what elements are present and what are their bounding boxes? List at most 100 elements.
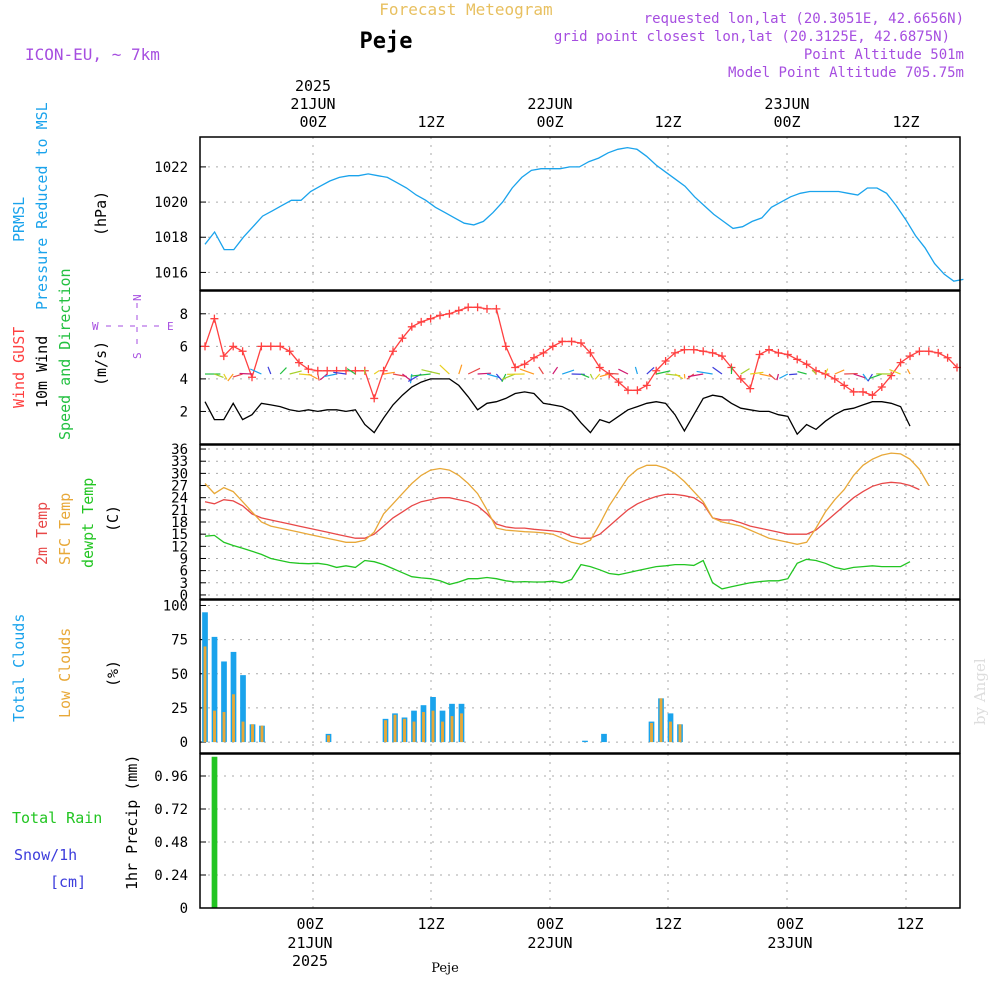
compass-w: W xyxy=(92,320,99,333)
info-line-1: requested lon,lat (20.3051E, 42.6656N) xyxy=(644,11,964,27)
temperature-ytick-label-5: 15 xyxy=(171,527,188,543)
bottom-tick-label-6: 12Z xyxy=(896,915,923,933)
top-tick-label-3: 00Z xyxy=(536,113,563,131)
top-tick-label-6: 12Z xyxy=(892,113,919,131)
wind-arrow-67 xyxy=(834,369,845,375)
wind-gust-marker-76 xyxy=(915,347,924,356)
wind-arrow-18 xyxy=(373,370,380,375)
clouds-ytick-label-0: 0 xyxy=(180,735,188,751)
wind-ytick-label-1: 4 xyxy=(180,372,188,388)
low-clouds-label: Low Clouds xyxy=(56,628,74,718)
wind-gust-marker-61 xyxy=(774,348,783,357)
wind-gust-marker-1 xyxy=(210,314,219,323)
wind-arrow-64 xyxy=(797,371,807,375)
temperature-series-0 xyxy=(204,481,920,539)
clouds-ytick-label-4: 100 xyxy=(163,598,188,614)
wind-ytick-label-2: 6 xyxy=(180,339,188,355)
top-tick-label-1: 00Z xyxy=(299,113,326,131)
wind-arrow-27 xyxy=(458,364,463,375)
clouds-bar-1-50 xyxy=(678,724,682,743)
wind-arrow-50 xyxy=(674,373,684,380)
wind-gust-marker-37 xyxy=(548,342,557,351)
wind-arrow-58 xyxy=(750,371,764,375)
wind-gust-marker-38 xyxy=(558,337,567,346)
clouds-bar-1-3 xyxy=(232,694,235,743)
pressure-series-0 xyxy=(204,146,964,282)
wind-arrow-44 xyxy=(606,372,619,375)
wind-arrow-69 xyxy=(853,373,866,379)
wind-gust-marker-58 xyxy=(746,384,755,393)
wind-gust-marker-34 xyxy=(520,360,529,369)
wind-gust-marker-70 xyxy=(859,387,867,396)
wind-gust-marker-36 xyxy=(539,348,548,357)
clouds-bar-1-49 xyxy=(669,721,672,743)
wind-gust-marker-54 xyxy=(708,348,717,357)
wind-arrow-13 xyxy=(319,373,328,381)
top-date-label-2: 22JUN xyxy=(527,95,572,113)
temperature-ytick-label-11: 33 xyxy=(171,454,188,470)
wind-arrow-41 xyxy=(589,373,593,379)
wind-gust-marker-78 xyxy=(934,348,943,357)
precipitation-ytick-label-2: 0.48 xyxy=(154,835,188,851)
clouds-ytick-label-2: 50 xyxy=(171,667,188,683)
wind-arrow-35 xyxy=(519,368,535,375)
wind-arrow-15 xyxy=(333,371,347,375)
wind-gust-marker-42 xyxy=(595,363,604,372)
wind-arrow-30 xyxy=(486,373,501,379)
wind-arrow-25 xyxy=(421,369,441,375)
compass-e: E xyxy=(167,320,174,333)
clouds-bar-1-0 xyxy=(203,646,207,743)
temperature-ytick-label-12: 36 xyxy=(171,442,188,458)
wind-gust-marker-74 xyxy=(896,358,905,367)
clouds-bar-1-13 xyxy=(327,735,330,743)
wind-arrow-45 xyxy=(618,368,629,375)
wind-gust-marker-27 xyxy=(454,306,463,315)
wind-arrow-29 xyxy=(477,372,492,375)
wind-arrow-32 xyxy=(501,373,507,383)
wind-arrow-65 xyxy=(811,369,817,375)
info-line-2: grid point closest lon,lat (20.3125E, 42… xyxy=(554,29,950,45)
clouds-panel-frame xyxy=(199,599,961,754)
location-title: Peje xyxy=(360,29,413,54)
wind-arrow-3 xyxy=(227,373,234,382)
wind-gust-marker-75 xyxy=(906,352,914,361)
snow-label: Snow/1h xyxy=(14,846,77,864)
bottom-year-label: 2025 xyxy=(292,952,328,970)
wind-arrow-42 xyxy=(594,373,601,380)
precipitation-ytick-label-3: 0.72 xyxy=(154,802,188,818)
wind-gust-marker-66 xyxy=(821,370,830,379)
wind-gust-marker-59 xyxy=(755,350,764,359)
temperature-ytick-label-10: 30 xyxy=(171,466,188,482)
clouds-bar-1-27 xyxy=(460,713,463,743)
wind-panel-frame xyxy=(199,290,961,445)
pressure-ytick-label-1: 1018 xyxy=(154,230,188,246)
clouds-bar-1-20 xyxy=(393,714,397,743)
clouds-bar-1-23 xyxy=(422,712,425,743)
chart-title: Forecast Meteogram xyxy=(379,0,552,19)
wind-gust-marker-57 xyxy=(736,374,745,383)
clouds-bar-1-19 xyxy=(384,720,387,743)
wind-ytick-label-3: 8 xyxy=(180,307,188,323)
wind-gust-marker-72 xyxy=(877,383,886,392)
pressure-label-prmsl: PRMSL xyxy=(10,197,28,242)
wind-gust-marker-3 xyxy=(229,342,238,351)
temp2m-label: 2m Temp xyxy=(33,502,51,565)
wind-gust-marker-41 xyxy=(586,348,595,357)
compass-n: N xyxy=(131,294,144,301)
snow-unit-label: [cm] xyxy=(50,873,86,891)
wind-gust-marker-69 xyxy=(849,387,858,396)
clouds-bar-1-25 xyxy=(441,721,444,743)
top-tick-label-4: 12Z xyxy=(654,113,681,131)
wind-gust-marker-73 xyxy=(887,371,896,380)
top-date-label-1: 21JUN xyxy=(290,95,335,113)
clouds-ytick-label-1: 25 xyxy=(171,701,188,717)
clouds-unit-label: (%) xyxy=(104,660,122,687)
top-date-label-3: 23JUN xyxy=(764,95,809,113)
wind-gust-marker-47 xyxy=(642,381,651,390)
wind-gust-marker-39 xyxy=(567,337,576,346)
wind-gust-marker-6 xyxy=(257,342,266,351)
wind-gust-marker-20 xyxy=(389,347,397,356)
wind-arrow-57 xyxy=(740,368,750,375)
top-tick-label-2: 12Z xyxy=(417,113,444,131)
